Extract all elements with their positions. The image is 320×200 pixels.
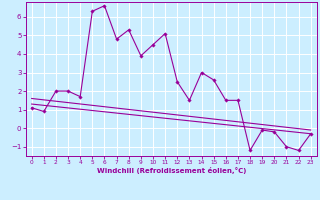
X-axis label: Windchill (Refroidissement éolien,°C): Windchill (Refroidissement éolien,°C) [97,167,246,174]
